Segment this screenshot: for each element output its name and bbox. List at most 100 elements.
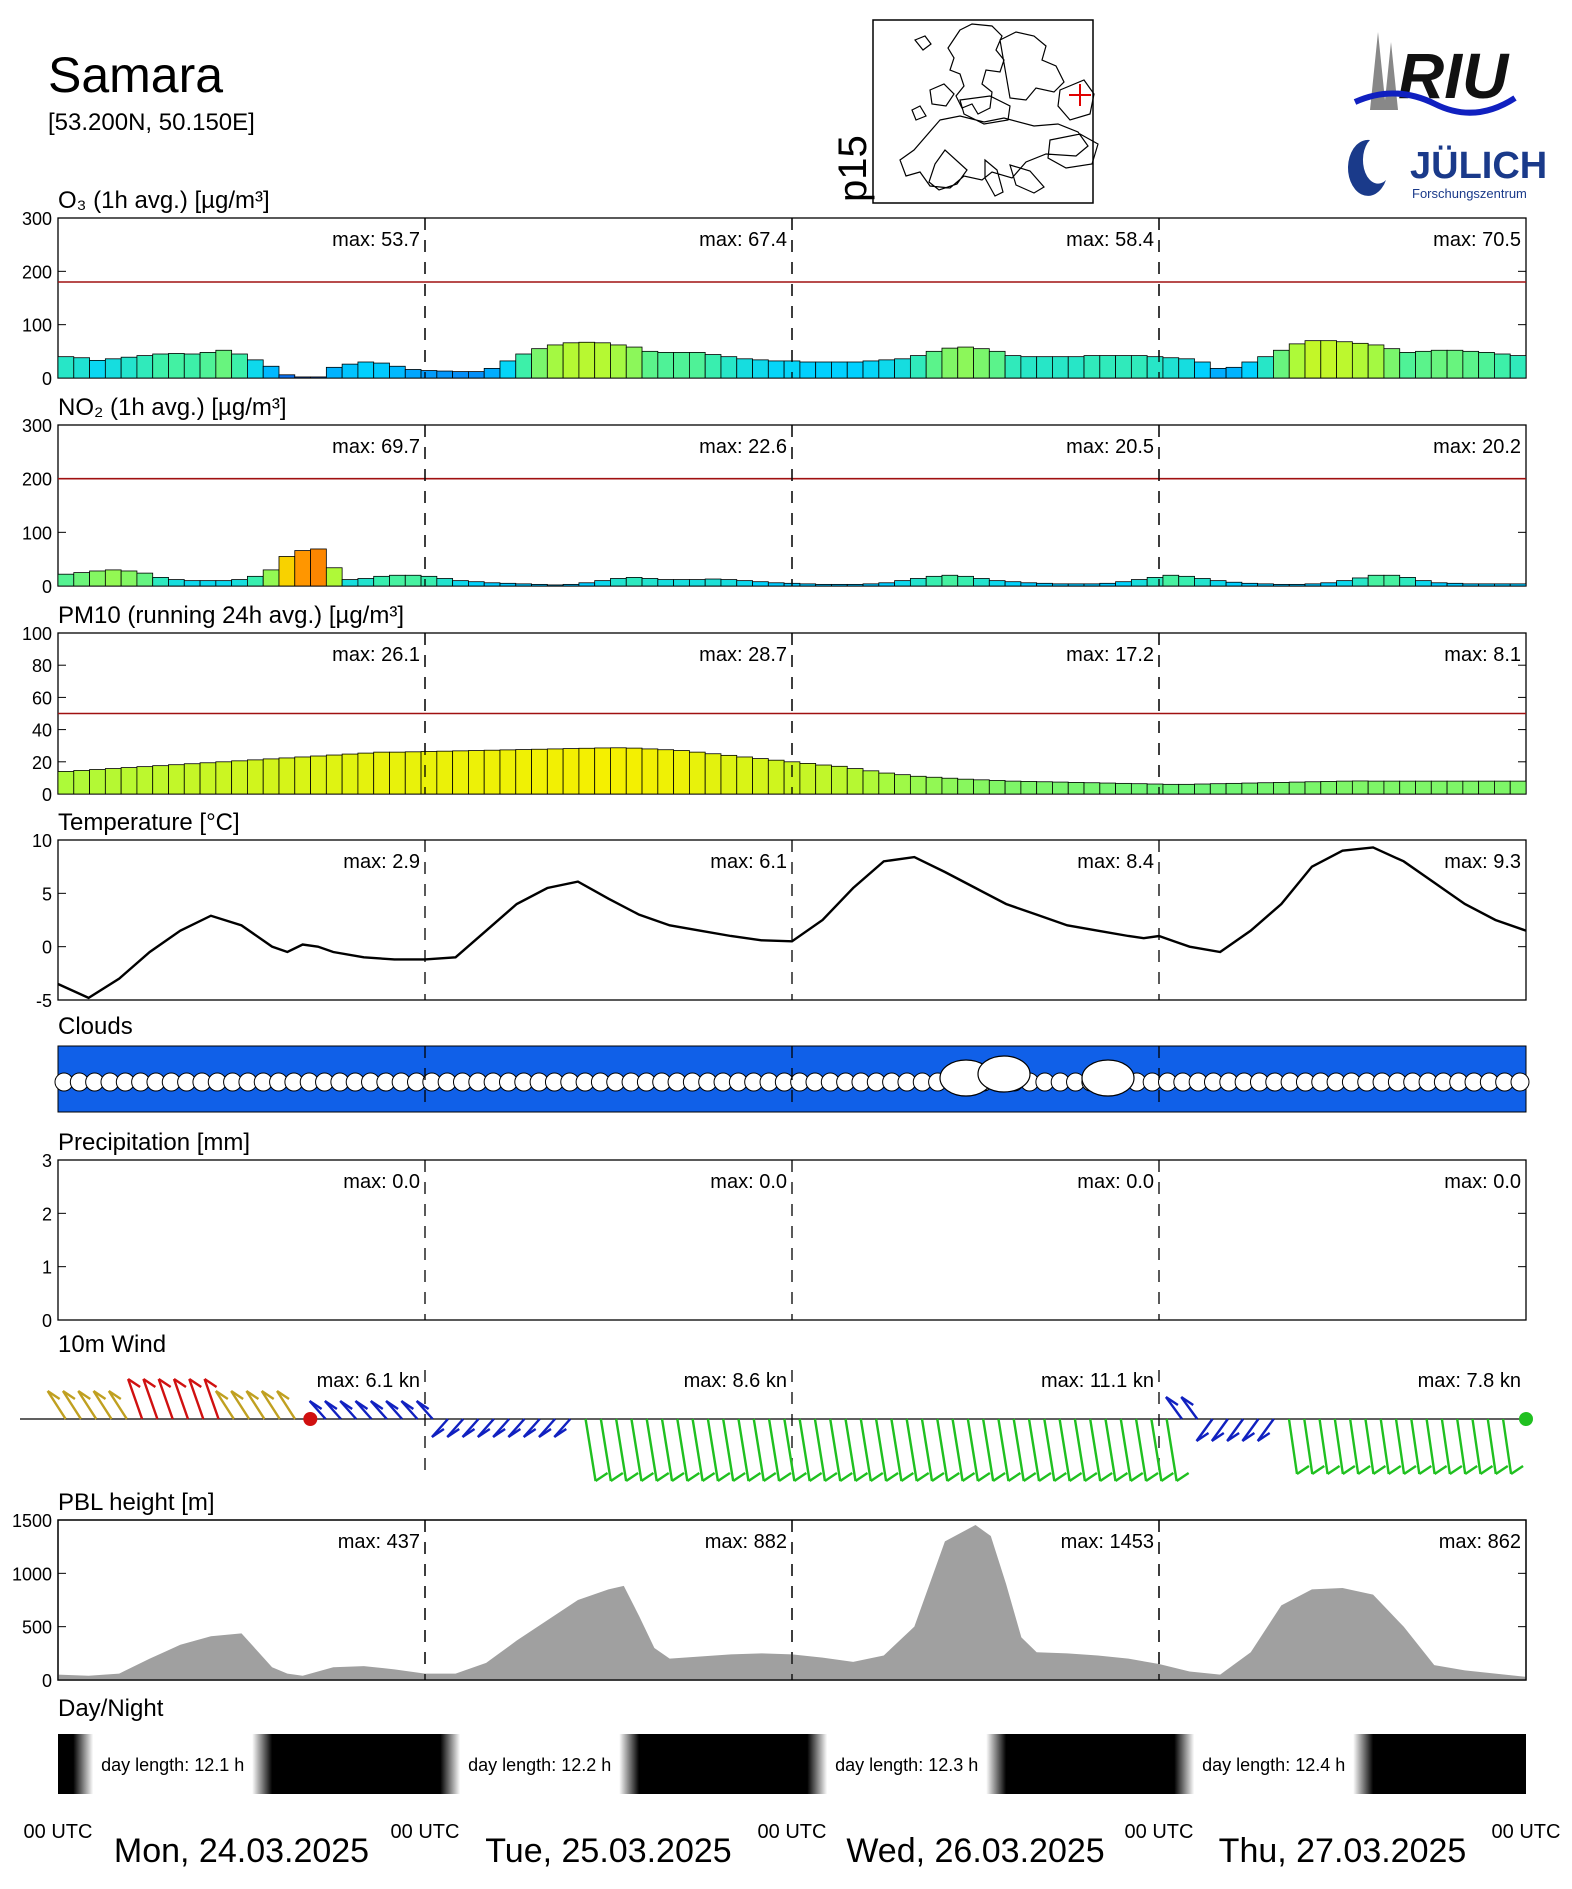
wind-barb [859,1418,872,1482]
pm10-bar [941,777,959,795]
o3-bar [1351,342,1369,379]
wind-barb-flag [701,1472,716,1482]
no2-bar [625,577,643,587]
pm10-max-label: max: 17.2 [1066,644,1154,666]
day-length-label: day length: 12.1 h [101,1755,244,1775]
precip-ytick-label: 0 [42,1311,52,1331]
wind-barb-flag [158,1378,172,1388]
wind-barb [1089,1418,1102,1482]
no2-bar [231,579,248,587]
wind-barb-flag [931,1472,945,1482]
wind-barb-flag [446,1428,460,1438]
wind-calm-marker [303,1412,318,1426]
o3-bar [199,351,217,379]
pm10-bar [1067,782,1085,795]
wind-barb-flag [1257,1432,1271,1442]
wind-barb-flag [108,1390,122,1400]
no2-bar [1036,582,1053,587]
wind-barb-flag [808,1472,823,1482]
no2-bar [546,584,564,587]
day-band [73,1734,273,1794]
o3-bar [1478,351,1495,379]
pm10-bar [89,769,106,795]
temp-series-line [57,846,1527,1000]
o3-bar [436,370,454,379]
no2-bar [878,582,896,587]
pm10-bar [468,750,485,795]
wind-barb [997,1418,1010,1482]
pbl-ytick-label: 0 [42,1671,52,1691]
o3-bar [531,348,548,379]
pbl-max-label: max: 437 [338,1531,420,1553]
pm10-bar [1052,781,1069,795]
wind-barb [1471,1418,1482,1475]
wind-barb [142,1378,159,1420]
pm10-bar [973,779,990,795]
no2-bar [341,579,359,587]
clouds-panel: Clouds [54,1013,1530,1113]
day-label: Mon, 24.03.2025 [114,1832,369,1870]
pm10-bar [294,756,311,795]
o3-bar [1162,357,1180,379]
wind-barb [844,1418,857,1482]
o3-bar [894,358,911,379]
pm10-bar [1304,781,1322,795]
riu-logo-text: RIU [1398,40,1510,112]
wind-barb-flag [492,1428,506,1438]
o3-bar [104,358,122,379]
pm10-max-label: max: 28.7 [699,644,787,666]
o3-ytick-label: 100 [22,316,52,336]
wind-barb [214,1390,235,1420]
wind-barb [660,1418,674,1482]
wind-barb-flag [538,1428,552,1438]
o3-bar [625,346,643,379]
o3-bar [404,369,422,379]
wind-barb [1486,1418,1497,1475]
no2-bar [1336,580,1353,587]
wind-barb [951,1418,964,1482]
o3-panel: O₃ (1h avg.) [µg/m³] 0 100 200 300 max: 53.7 m… [22,187,1527,389]
pm10-bar [1399,780,1416,795]
no2-bar [1367,574,1385,587]
pm10-bar [688,751,706,795]
wind-barb [1226,1418,1245,1442]
wind-barb [77,1390,98,1420]
daynight-title: Day/Night [58,1695,164,1722]
wind-barb-flag [400,1400,415,1410]
wind-barb-flag [245,1390,260,1400]
o3-bar [815,361,832,379]
wind-barb [1180,1396,1199,1420]
o3-bar [1462,350,1480,379]
pm10-bar [752,758,769,795]
o3-bar [1130,355,1148,379]
wind-barb [905,1418,918,1482]
pm10-bar [736,756,753,795]
pm10-bar [1478,780,1495,795]
pm10-bar [531,748,548,795]
no2-bar [925,575,943,587]
wind-barb [203,1378,220,1420]
wind-barb [1440,1418,1452,1475]
o3-bar [183,353,201,379]
pm10-bar [515,749,532,795]
o3-bar [925,350,943,379]
wind-barb-flag [992,1472,1006,1482]
wind-barb-flag [778,1472,792,1482]
pm10-bar [1320,781,1337,795]
no2-bar [515,583,532,587]
wind-barb-flag [1510,1465,1524,1475]
wind-barb-flag [1388,1465,1402,1475]
precip-max-label: max: 0.0 [343,1171,420,1193]
wind-barb [1364,1418,1375,1475]
no2-bar [420,575,438,587]
pm10-bar [1225,782,1243,795]
pm10-bar [231,760,248,795]
wind-barb-flag [1068,1472,1083,1482]
no2-bar [688,579,706,587]
pm10-bar [57,771,75,795]
wind-barb-flag [1403,1465,1417,1475]
pm10-bar [610,747,627,795]
wind-barb-flag [276,1390,290,1400]
pm10-bar [247,759,264,795]
